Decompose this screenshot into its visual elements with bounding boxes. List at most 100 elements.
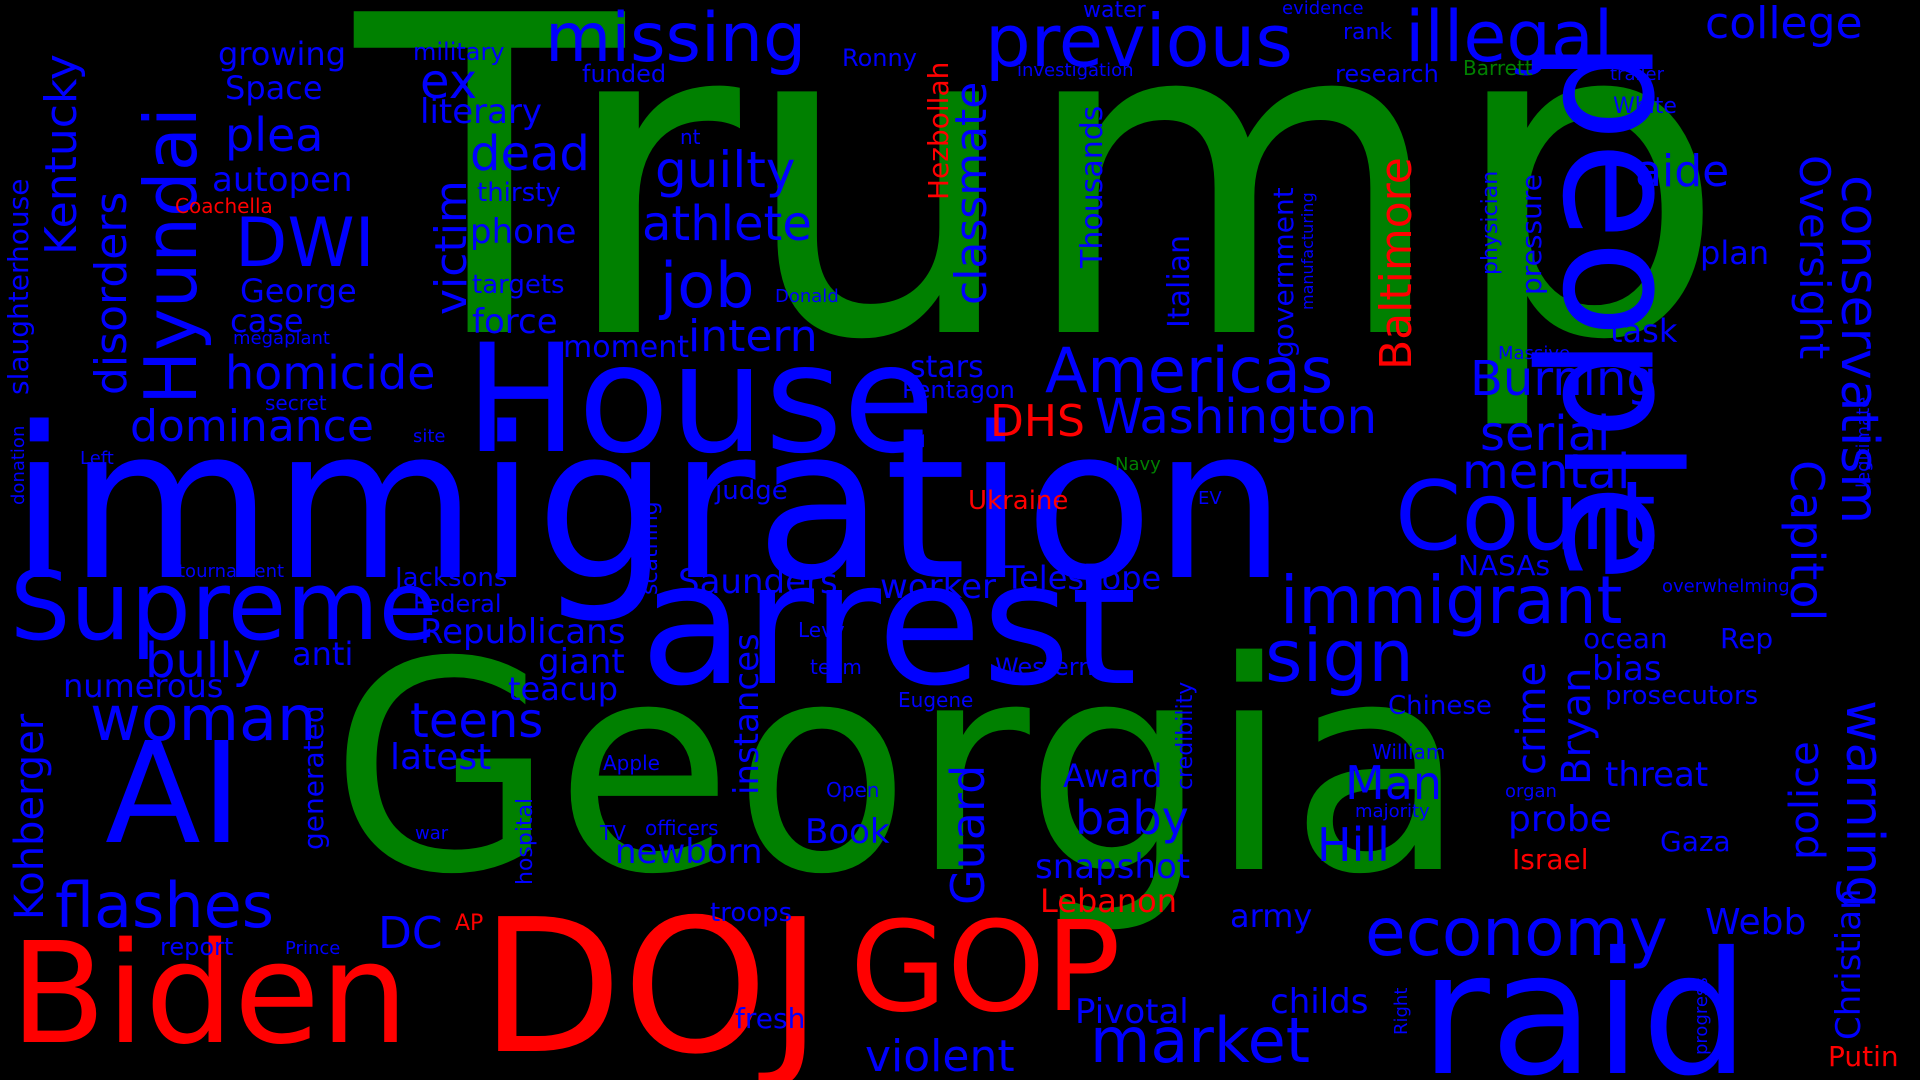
word-rank: rank (1343, 20, 1393, 45)
word-sign: sign (1265, 614, 1414, 698)
word-previous: previous (985, 0, 1293, 83)
word-ev: EV (1198, 488, 1222, 509)
word-war: war (415, 823, 449, 844)
word-site: site (413, 426, 446, 447)
word-apple: Apple (603, 751, 660, 775)
word-plan: plan (1700, 234, 1770, 272)
word-hyundai: Hyundai (129, 107, 213, 405)
word-troops: troops (710, 898, 793, 928)
word-chinese: Chinese (1388, 691, 1492, 721)
word-rep: Rep (1720, 622, 1774, 655)
word-investigation: investigation (1017, 60, 1134, 81)
word-william: William (1372, 740, 1446, 764)
word-biden: Biden (10, 913, 409, 1076)
word-doj: DOJ (480, 879, 823, 1080)
word-ex: ex (420, 54, 478, 110)
word-megaplant: megaplant (233, 328, 330, 349)
word-tv: TV (600, 821, 626, 845)
word-jacksons: Jacksons (395, 563, 508, 593)
word-baby: baby (1075, 791, 1189, 845)
word-man: Man (1345, 756, 1443, 810)
word-government: government (1267, 187, 1300, 358)
word-barrett: Barrett (1463, 56, 1533, 80)
word-white: White (1613, 94, 1677, 119)
word-pivotal: Pivotal (1075, 992, 1189, 1032)
word-kohberger: Kohberger (7, 713, 53, 920)
word-team: team (810, 655, 862, 679)
word-newborn: newborn (615, 832, 763, 872)
word-right: Right (1391, 987, 1412, 1035)
word-raid: raid (1420, 916, 1750, 1080)
word-army: army (1230, 897, 1313, 935)
word-hill: Hill (1317, 818, 1390, 872)
word-evidence: evidence (1282, 0, 1364, 19)
word-arrest: arrest (640, 526, 1138, 724)
word-teacup: teacup (508, 670, 619, 708)
word-bias: bias (1592, 649, 1662, 689)
word-case: case (230, 302, 304, 340)
word-western: Western (995, 653, 1094, 681)
word-illegal: illegal (1405, 0, 1614, 78)
word-anti: anti (292, 635, 354, 673)
word-majority: majority (1355, 801, 1430, 822)
word-military: military (413, 38, 505, 66)
word-eugene: Eugene (898, 688, 974, 712)
word-prosecutors: prosecutors (1605, 681, 1759, 711)
word-pentagon: Pentagon (902, 376, 1015, 404)
word-literary: literary (420, 92, 543, 132)
word-award: Award (1063, 757, 1163, 795)
word-tournament: tournament (178, 561, 285, 582)
word-thirsty: thirsty (477, 178, 561, 208)
word-growing: growing (218, 35, 346, 73)
word-nt: nt (680, 125, 701, 149)
word-capitol: Capitol (1780, 460, 1834, 622)
word-force: force (472, 302, 558, 342)
word-dwi: DWI (235, 204, 375, 283)
word-funded: funded (582, 60, 667, 88)
word-telescope: Telescope (1005, 559, 1162, 597)
word-homicide: homicide (225, 346, 436, 400)
word-italian: Italian (1162, 234, 1197, 328)
word-hezbollah: Hezbollah (922, 61, 955, 200)
word-research: research (1335, 60, 1439, 88)
word-george: George (240, 272, 357, 310)
word-plea: plea (225, 108, 324, 162)
word-dhs: DHS (990, 396, 1085, 447)
word-bully: bully (145, 633, 261, 689)
word-coachella: Coachella (175, 194, 273, 218)
word-threat: threat (1605, 755, 1709, 795)
word-physician: physician (1478, 170, 1503, 275)
word-victim: victim (426, 180, 477, 315)
word-snapshot: snapshot (1035, 847, 1191, 887)
word-court: Court (1395, 462, 1656, 572)
word-organ: organ (1505, 781, 1557, 802)
word-police: police (1782, 741, 1828, 860)
word-intern: intern (688, 311, 818, 362)
word-hospital: hospital (513, 797, 538, 885)
word-thousands: Thousands (1075, 105, 1110, 268)
word-republicans: Republicans (420, 612, 626, 652)
word-water: water (1083, 0, 1146, 23)
word-market: market (1090, 1004, 1311, 1077)
word-missing: missing (545, 0, 807, 78)
word-classmate: classmate (946, 81, 997, 305)
word-fresh: fresh (735, 1002, 806, 1035)
word-disorders: disorders (86, 191, 137, 395)
word-guard: Guard (941, 764, 995, 905)
word-judge: judge (715, 476, 788, 506)
word-guilty: guilty (655, 141, 796, 199)
word-teens: teens (410, 693, 544, 749)
word-trailer: trailer (1610, 64, 1664, 85)
word-navy: Navy (1115, 454, 1161, 475)
word-saunders: Saunders (678, 562, 838, 602)
word-israel: Israel (1512, 843, 1589, 876)
word-dead: dead (470, 126, 590, 182)
word-nasas: NASAs (1458, 549, 1551, 582)
word-gaza: Gaza (1660, 825, 1731, 858)
word-dominance: dominance (130, 401, 374, 452)
word-warning: warning (1834, 700, 1894, 909)
word-economy: economy (1365, 894, 1668, 971)
word-officers: officers (645, 816, 719, 840)
word-christian: Christian (1829, 888, 1869, 1040)
